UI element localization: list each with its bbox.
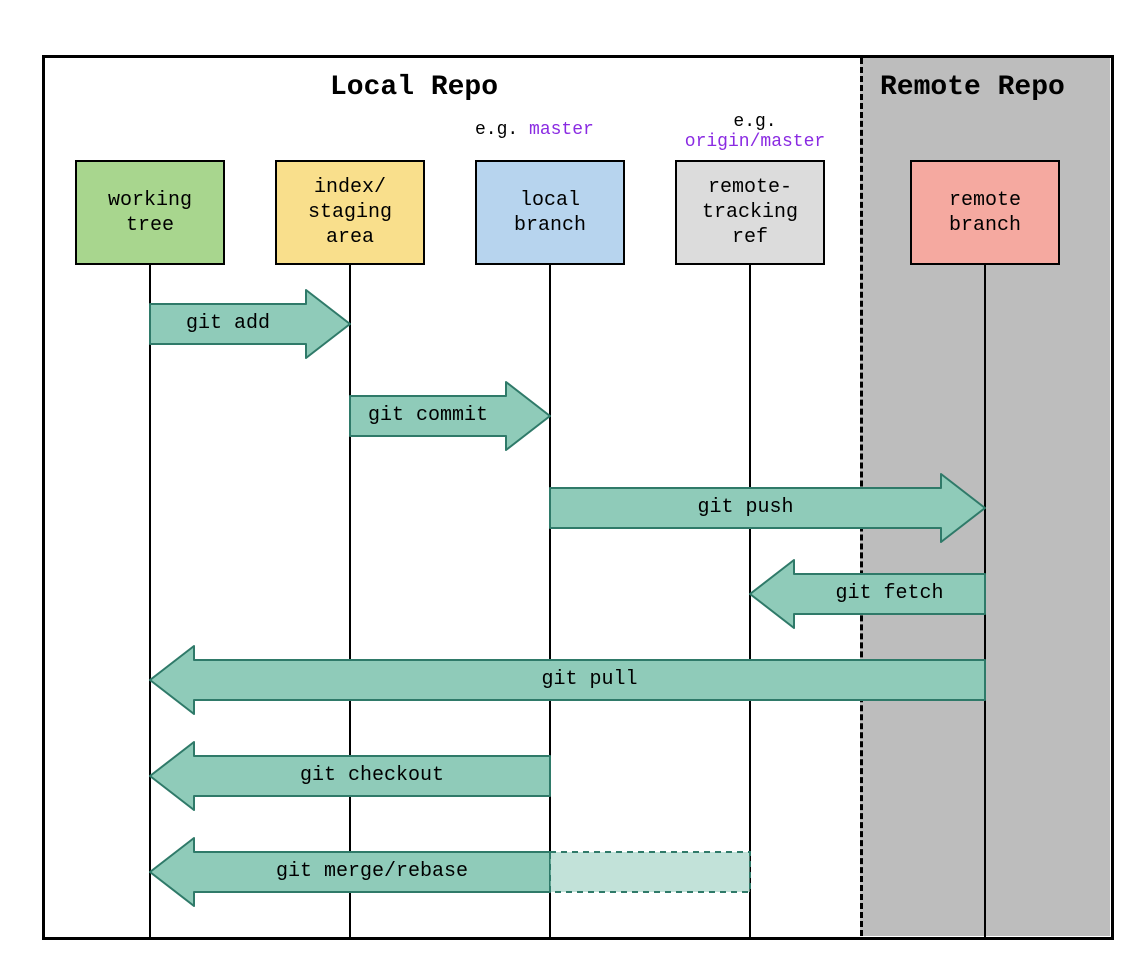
arrow-checkout [102, 738, 598, 814]
arrow-pull [102, 642, 1033, 718]
title-remote: Remote Repo [880, 72, 1065, 103]
lane-box-local: local branch [475, 160, 625, 265]
caption-code: master [529, 120, 594, 140]
caption-prefix: e.g. [475, 120, 529, 140]
caption-master: e.g. master [475, 120, 594, 140]
lane-box-working: working tree [75, 160, 225, 265]
caption-prefix: e.g. [733, 112, 776, 132]
arrow-push [502, 470, 1033, 546]
git-flow-diagram: Local RepoRemote Repoe.g. mastere.g.orig… [0, 0, 1148, 970]
caption-code: origin/master [685, 132, 825, 152]
caption-origin-master: e.g.origin/master [680, 112, 830, 152]
lane-box-index: index/ staging area [275, 160, 425, 265]
title-local: Local Repo [330, 72, 498, 103]
arrow-add [102, 286, 398, 362]
lane-box-remote: remote branch [910, 160, 1060, 265]
arrow-commit [302, 378, 598, 454]
arrow-fetch [702, 556, 1033, 632]
lane-box-tracking: remote- tracking ref [675, 160, 825, 265]
arrow-merge [102, 834, 798, 910]
